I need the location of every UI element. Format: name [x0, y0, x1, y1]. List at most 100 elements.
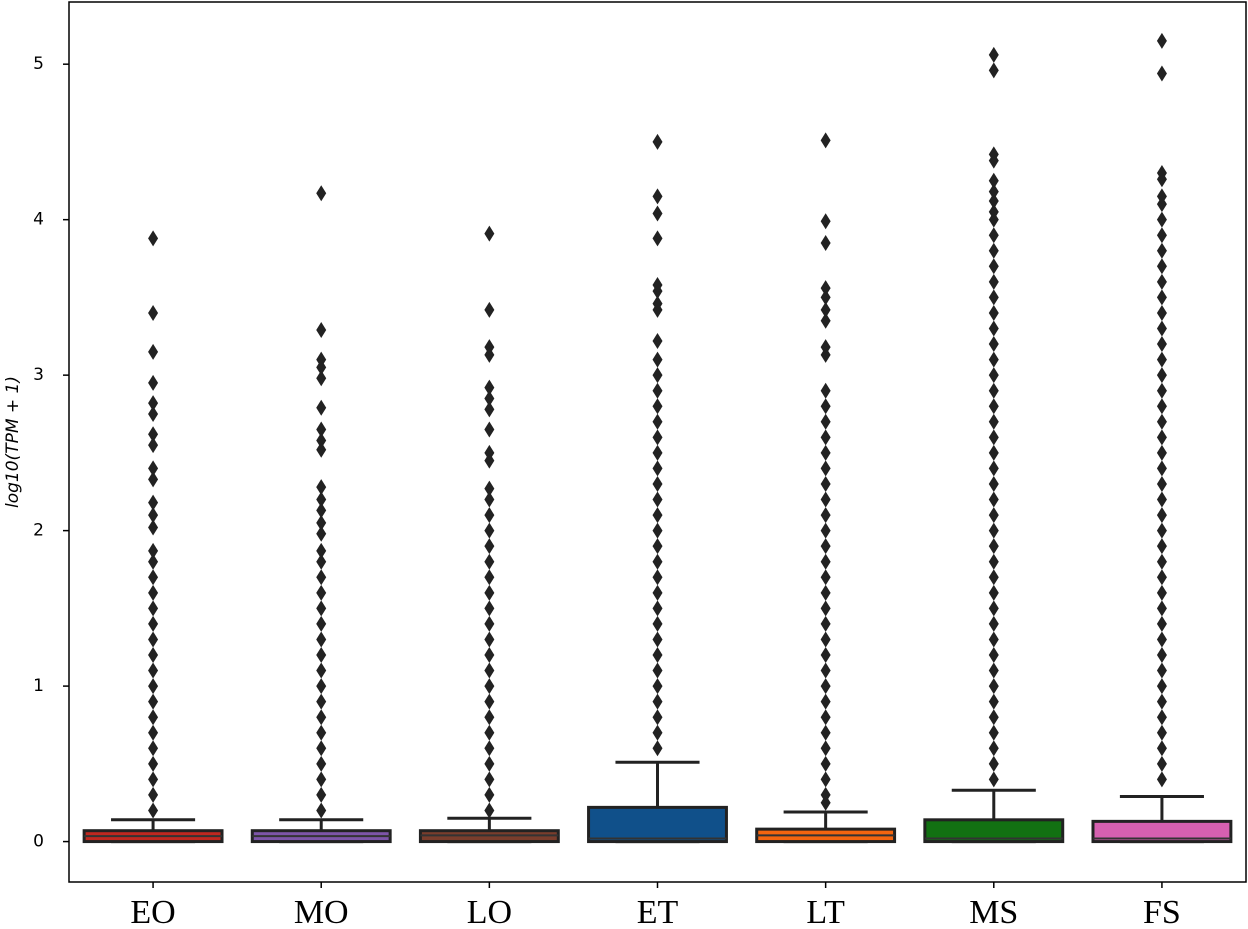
- outlier: [652, 538, 663, 555]
- outlier: [652, 413, 663, 430]
- outlier: [1156, 569, 1167, 586]
- outlier: [988, 46, 999, 63]
- outlier: [316, 584, 327, 601]
- outlier: [148, 662, 159, 679]
- outlier: [1156, 755, 1167, 772]
- outlier: [652, 295, 663, 312]
- x-tick-label: ET: [637, 894, 679, 929]
- outlier: [1156, 367, 1167, 384]
- outlier: [316, 399, 327, 416]
- outlier: [1156, 382, 1167, 399]
- outlier: [484, 802, 495, 819]
- outlier: [316, 569, 327, 586]
- outlier: [820, 538, 831, 555]
- outlier: [148, 755, 159, 772]
- outlier: [820, 398, 831, 415]
- x-tick-label: MS: [969, 894, 1018, 929]
- outlier: [148, 553, 159, 570]
- outlier: [484, 401, 495, 418]
- outlier: [988, 273, 999, 290]
- outlier: [1156, 678, 1167, 695]
- outlier: [148, 494, 159, 511]
- outlier: [988, 413, 999, 430]
- outlier: [484, 584, 495, 601]
- outlier: [820, 339, 831, 356]
- outlier: [484, 538, 495, 555]
- outlier: [652, 584, 663, 601]
- outlier: [316, 491, 327, 508]
- outlier: [1156, 32, 1167, 49]
- box: [923, 818, 1065, 844]
- y-tick-label: 3: [33, 365, 44, 385]
- outlier: [652, 569, 663, 586]
- outlier: [316, 441, 327, 458]
- outlier: [484, 507, 495, 524]
- outlier: [484, 786, 495, 803]
- outlier: [316, 771, 327, 788]
- outlier: [484, 444, 495, 461]
- outlier: [148, 426, 159, 443]
- outlier: [652, 709, 663, 726]
- outlier: [652, 398, 663, 415]
- outlier: [652, 724, 663, 741]
- outlier: [988, 62, 999, 79]
- outlier: [148, 802, 159, 819]
- outlier: [484, 569, 495, 586]
- outlier: [1156, 709, 1167, 726]
- outlier: [820, 213, 831, 230]
- outlier: [148, 647, 159, 664]
- box: [587, 805, 728, 844]
- outlier: [484, 771, 495, 788]
- outlier: [988, 584, 999, 601]
- outlier: [484, 553, 495, 570]
- outlier: [316, 631, 327, 648]
- outlier: [1156, 491, 1167, 508]
- outlier: [820, 280, 831, 297]
- outlier: [820, 491, 831, 508]
- outlier: [988, 755, 999, 772]
- outlier: [988, 460, 999, 477]
- outlier: [1156, 211, 1167, 228]
- outlier: [652, 647, 663, 664]
- outlier: [484, 631, 495, 648]
- outlier: [820, 740, 831, 757]
- outlier: [820, 132, 831, 149]
- outlier: [1156, 444, 1167, 461]
- y-tick-label: 5: [33, 54, 44, 74]
- outlier: [148, 343, 159, 360]
- x-tick-label: FS: [1143, 894, 1181, 929]
- outlier: [652, 230, 663, 247]
- outlier: [484, 647, 495, 664]
- outlier: [820, 693, 831, 710]
- x-tick-label: EO: [130, 894, 175, 929]
- outlier: [148, 230, 159, 247]
- outlier: [484, 755, 495, 772]
- outlier: [484, 693, 495, 710]
- outlier: [148, 542, 159, 559]
- outlier: [316, 514, 327, 531]
- outlier: [988, 724, 999, 741]
- outlier: [148, 507, 159, 524]
- outlier: [484, 615, 495, 632]
- outlier: [820, 522, 831, 539]
- outlier: [652, 460, 663, 477]
- outlier: [484, 225, 495, 242]
- outlier: [820, 507, 831, 524]
- outlier: [484, 301, 495, 318]
- outlier: [652, 662, 663, 679]
- outlier: [820, 709, 831, 726]
- outlier: [988, 320, 999, 337]
- outlier: [652, 276, 663, 293]
- outlier: [484, 740, 495, 757]
- outlier: [988, 444, 999, 461]
- outlier: [820, 312, 831, 329]
- outlier: [1156, 662, 1167, 679]
- x-tick-label: MO: [294, 894, 349, 929]
- outlier: [1156, 740, 1167, 757]
- outlier: [820, 475, 831, 492]
- outlier: [988, 172, 999, 189]
- outlier: [988, 507, 999, 524]
- outlier: [316, 615, 327, 632]
- outlier: [652, 507, 663, 524]
- outlier: [148, 437, 159, 454]
